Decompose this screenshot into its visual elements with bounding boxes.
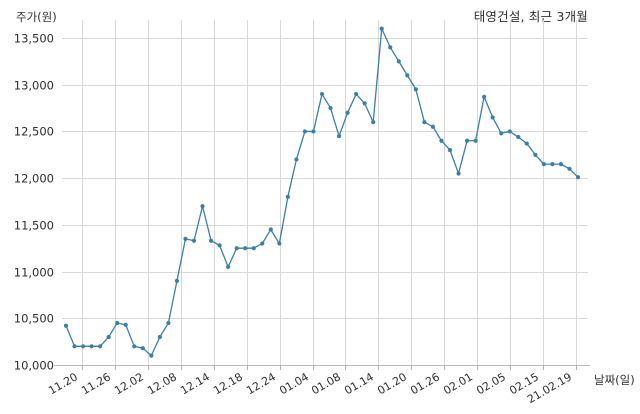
- data-point: [251, 246, 256, 251]
- data-point: [464, 138, 470, 143]
- y-tick-label: 11,000: [14, 266, 54, 280]
- data-point: [439, 138, 444, 143]
- data-point: [567, 166, 572, 171]
- data-point: [89, 344, 94, 349]
- data-point: [226, 264, 231, 269]
- x-tick-label: 12.08: [145, 370, 179, 397]
- data-point: [234, 246, 239, 251]
- x-tick-label: 12.02: [112, 370, 146, 397]
- data-point: [524, 141, 529, 146]
- data-point: [413, 87, 418, 92]
- grid-layer: [54, 20, 590, 366]
- data-point: [533, 152, 538, 157]
- y-tick-label: 13,000: [14, 79, 54, 93]
- data-point: [319, 91, 325, 97]
- data-point: [499, 131, 504, 136]
- x-tick-label: 11.26: [79, 370, 113, 397]
- data-point: [123, 322, 128, 327]
- y-axis-ticks: 13,500 13,000 12,500 12,000 11,500 11,000 10,5…: [14, 32, 54, 373]
- x-tick-label: 01.08: [309, 370, 343, 397]
- x-tick-label: 01.20: [375, 370, 409, 397]
- data-point: [422, 119, 427, 125]
- data-point: [285, 194, 290, 199]
- data-point: [191, 238, 197, 243]
- data-point: [328, 105, 333, 111]
- data-point: [575, 175, 581, 180]
- data-point: [371, 119, 376, 125]
- x-axis-ticks: 11.20 11.26 12.02 12.08 12.14 12.18 12.24 01.04…: [46, 365, 577, 406]
- data-point: [200, 204, 205, 209]
- data-point: [80, 344, 86, 349]
- data-point: [106, 334, 111, 340]
- x-tick-label: 01.04: [277, 370, 311, 397]
- data-point: [456, 171, 461, 176]
- data-point: [379, 26, 384, 31]
- data-point: [208, 238, 214, 243]
- y-axis-title: 주가(원): [16, 10, 57, 24]
- x-tick-label: 12.14: [178, 370, 212, 397]
- data-point: [490, 115, 495, 120]
- data-point: [473, 138, 478, 143]
- data-point: [354, 91, 359, 97]
- data-point: [362, 101, 367, 106]
- x-tick-label: 01.26: [408, 370, 442, 397]
- data-point: [63, 323, 69, 328]
- data-point: [507, 129, 512, 134]
- data-point: [243, 246, 248, 251]
- y-tick-label: 10,500: [14, 312, 54, 326]
- data-point: [345, 110, 350, 115]
- y-tick-label: 11,500: [14, 219, 54, 233]
- data-point: [541, 162, 546, 167]
- x-tick-label: 12.24: [244, 370, 278, 397]
- data-point: [140, 346, 145, 351]
- data-point: [430, 124, 436, 129]
- data-point: [405, 73, 410, 78]
- data-point: [482, 94, 487, 99]
- data-point: [132, 344, 137, 349]
- x-tick-label: 11.20: [46, 370, 80, 397]
- data-point: [115, 320, 120, 326]
- data-point: [166, 320, 171, 326]
- series-layer: [63, 26, 581, 358]
- data-point: [388, 45, 393, 50]
- data-point: [72, 344, 77, 349]
- y-tick-label: 13,500: [14, 32, 54, 46]
- y-tick-label: 12,000: [14, 172, 54, 186]
- data-point: [268, 227, 273, 232]
- data-point: [294, 157, 299, 162]
- y-tick-label: 10,000: [14, 359, 54, 373]
- data-point: [174, 278, 180, 284]
- data-point: [217, 243, 222, 248]
- data-point: [447, 148, 453, 153]
- data-point: [302, 129, 308, 134]
- x-tick-label: 02.05: [474, 370, 508, 397]
- data-point: [183, 236, 188, 241]
- data-point: [396, 59, 401, 64]
- x-axis-title: 날짜(일): [594, 373, 635, 387]
- data-point: [516, 134, 521, 140]
- x-tick-label: 12.18: [211, 370, 245, 397]
- data-point: [311, 129, 316, 134]
- data-point: [550, 162, 555, 167]
- x-tick-label: 01.14: [342, 370, 376, 397]
- data-point: [149, 353, 154, 358]
- x-tick-label: 02.01: [441, 370, 475, 397]
- chart-title: 태영건설, 최근 3개월: [473, 9, 588, 24]
- data-point: [336, 134, 342, 139]
- series-line: [65, 28, 579, 357]
- data-point: [558, 162, 564, 167]
- data-point: [157, 334, 162, 340]
- y-tick-label: 12,500: [14, 125, 54, 139]
- data-point: [98, 344, 103, 349]
- data-point: [277, 241, 282, 246]
- data-point: [260, 241, 265, 246]
